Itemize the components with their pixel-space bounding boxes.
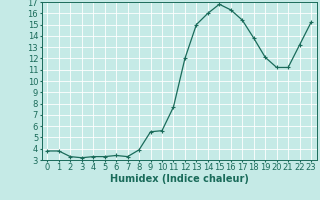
X-axis label: Humidex (Indice chaleur): Humidex (Indice chaleur) (110, 174, 249, 184)
